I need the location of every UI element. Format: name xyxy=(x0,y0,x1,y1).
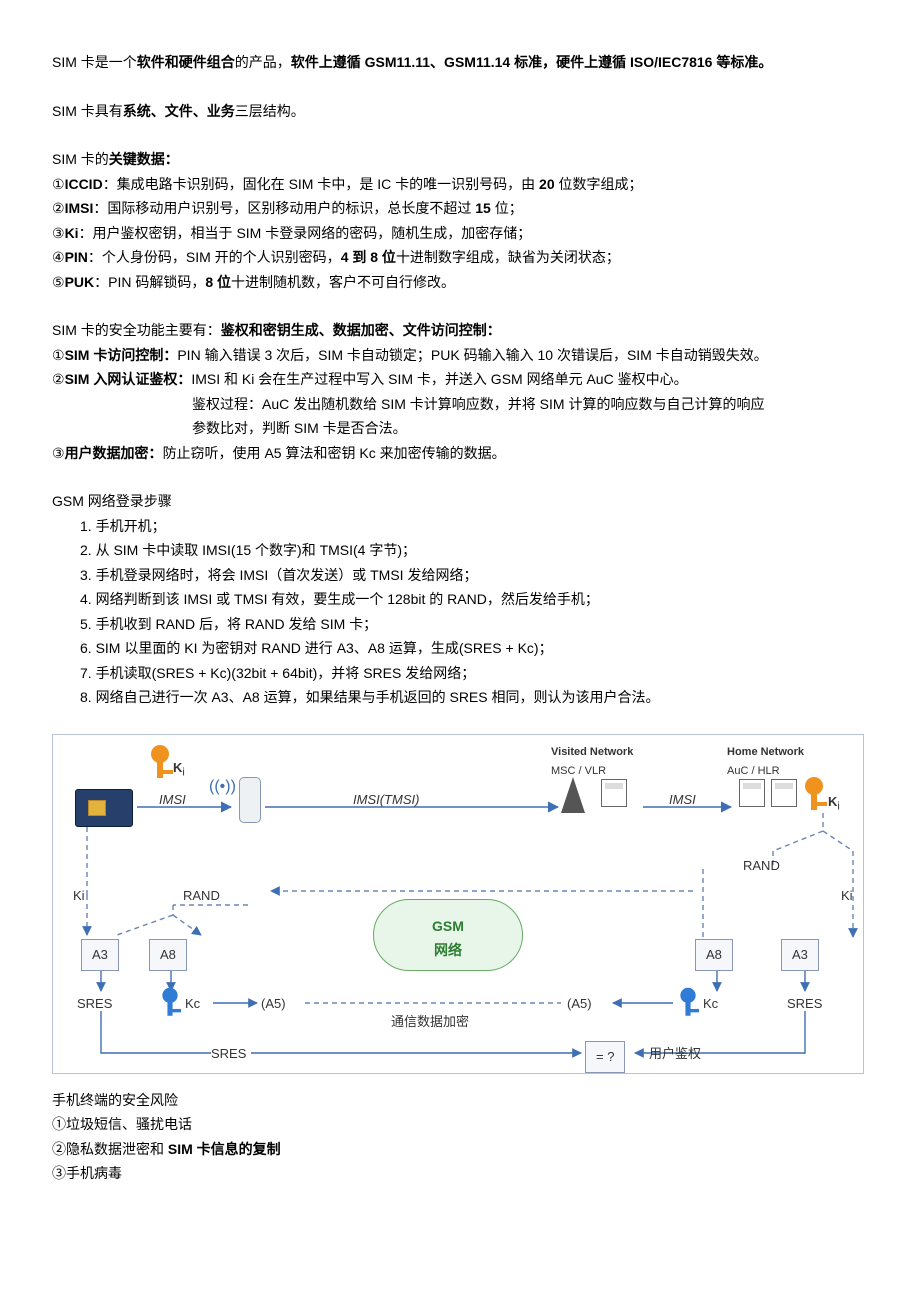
a5-label: (A5) xyxy=(567,993,592,1016)
gsm-step: 3. 手机登录网络时，将会 IMSI（首次发送）或 TMSI 发给网络； xyxy=(80,563,868,588)
text: SIM 卡的 xyxy=(52,151,109,167)
text-bold: 软件上遵循 GSM11.11、GSM11.14 标准，硬件上遵循 ISO/IEC… xyxy=(291,54,773,70)
text-bold: 鉴权和密钥生成、数据加密、文件访问控制： xyxy=(221,322,501,338)
keydata-list: ①ICCID：集成电路卡识别码，固化在 SIM 卡中，是 IC 卡的唯一识别号码… xyxy=(52,172,868,295)
gsm-steps: 1. 手机开机；2. 从 SIM 卡中读取 IMSI(15 个数字)和 TMSI… xyxy=(52,514,868,710)
text-bold: 关键数据： xyxy=(109,151,179,167)
security-section: SIM 卡的安全功能主要有：鉴权和密钥生成、数据加密、文件访问控制： ①SIM … xyxy=(52,318,868,465)
rand-label: RAND xyxy=(183,885,220,908)
eq-box: = ? xyxy=(585,1041,625,1074)
phone-icon xyxy=(239,777,261,823)
text: PIN 输入错误 3 次后，SIM 卡自动锁定；PUK 码输入输入 10 次错误… xyxy=(177,347,767,363)
text-bold: 软件和硬件组合 xyxy=(137,54,235,70)
kc-label: Kc xyxy=(185,993,200,1016)
keydata-item: ②IMSI：国际移动用户识别号，区别移动用户的标识，总长度不超过 15 位； xyxy=(52,196,868,221)
keydata-item: ①ICCID：集成电路卡识别码，固化在 SIM 卡中，是 IC 卡的唯一识别号码… xyxy=(52,172,868,197)
a5-label: (A5) xyxy=(261,993,286,1016)
sres-label: SRES xyxy=(77,993,112,1016)
a3-box: A3 xyxy=(81,939,119,972)
intro-paragraph-2: SIM 卡具有系统、文件、业务三层结构。 xyxy=(52,99,868,124)
a8-box: A8 xyxy=(695,939,733,972)
enum-number: ③ xyxy=(52,445,65,461)
gsm-step: 4. 网络判断到该 IMSI 或 TMSI 有效，要生成一个 128bit 的 … xyxy=(80,587,868,612)
ki-label-right: Ki xyxy=(828,791,840,817)
text: 防止窃听，使用 A5 算法和密钥 Kc 来加密传输的数据。 xyxy=(163,445,506,461)
gsm-step: 2. 从 SIM 卡中读取 IMSI(15 个数字)和 TMSI(4 字节)； xyxy=(80,538,868,563)
encrypt-label: 通信数据加密 xyxy=(391,1011,469,1034)
text: SIM 卡的安全功能主要有： xyxy=(52,322,221,338)
gsm-step: 5. 手机收到 RAND 后，将 RAND 发给 SIM 卡； xyxy=(80,612,868,637)
risk-title: 手机终端的安全风险 xyxy=(52,1088,868,1113)
text: 三层结构。 xyxy=(235,103,305,119)
text-bold: SIM 入网认证鉴权： xyxy=(65,371,192,387)
gsm-title: GSM 网络登录步骤 xyxy=(52,489,868,514)
key-icon xyxy=(161,987,180,1018)
text: SIM 卡具有 xyxy=(52,103,123,119)
gsm-step: 7. 手机读取(SRES + Kc)(32bit + 64bit)，并将 SRE… xyxy=(80,661,868,686)
keydata-item: ③Ki：用户鉴权密钥，相当于 SIM 卡登录网络的密码，随机生成，加密存储； xyxy=(52,221,868,246)
risk-item: ①垃圾短信、骚扰电话 xyxy=(52,1112,868,1137)
sim-card-icon xyxy=(75,789,133,827)
risk-item: ②隐私数据泄密和 SIM 卡信息的复制 xyxy=(52,1137,868,1162)
indented-line: 参数比对，判断 SIM 卡是否合法。 xyxy=(52,416,868,441)
ki-text: Ki xyxy=(841,885,853,908)
key-icon xyxy=(803,777,825,813)
ki-text: Ki xyxy=(73,885,85,908)
imsi-label-right: IMSI xyxy=(669,789,696,812)
indented-line: 鉴权过程：AuC 发出随机数给 SIM 卡计算响应数，并将 SIM 计算的响应数… xyxy=(52,392,868,417)
text-bold: SIM 卡访问控制： xyxy=(65,347,178,363)
text: SIM 卡是一个 xyxy=(52,54,137,70)
enum-number: ② xyxy=(52,371,65,387)
gsm-step: 8. 网络自己进行一次 A3、A8 运算，如果结果与手机返回的 SRES 相同，… xyxy=(80,685,868,710)
a8-box: A8 xyxy=(149,939,187,972)
imsi-label: IMSI xyxy=(159,789,186,812)
imsi-tmsi-label: IMSI(TMSI) xyxy=(353,789,419,812)
rand-label: RAND xyxy=(743,855,780,878)
risk-section: 手机终端的安全风险 ①垃圾短信、骚扰电话 ②隐私数据泄密和 SIM 卡信息的复制… xyxy=(52,1088,868,1186)
sres-label: SRES xyxy=(787,993,822,1016)
risk-item: ③手机病毒 xyxy=(52,1161,868,1186)
server-icon xyxy=(739,779,765,807)
key-icon xyxy=(679,987,698,1018)
gsm-cloud: GSM网络 xyxy=(373,899,523,971)
signal-icon: ((•)) xyxy=(209,773,236,801)
keydata-section: SIM 卡的关键数据： ①ICCID：集成电路卡识别码，固化在 SIM 卡中，是… xyxy=(52,147,868,294)
auth-label: 用户鉴权 xyxy=(649,1043,701,1066)
intro-paragraph-1: SIM 卡是一个软件和硬件组合的产品，软件上遵循 GSM11.11、GSM11.… xyxy=(52,50,868,75)
tower-icon xyxy=(561,777,585,813)
text: IMSI 和 Ki 会在生产过程中写入 SIM 卡，并送入 GSM 网络单元 A… xyxy=(191,371,687,387)
server-icon xyxy=(601,779,627,807)
ki-label: Ki xyxy=(173,757,185,783)
keydata-item: ④PIN：个人身份码，SIM 开的个人识别密码，4 到 8 位十进制数字组成，缺… xyxy=(52,245,868,270)
home-network-title: Home NetworkAuC / HLR xyxy=(727,743,804,782)
gsm-step: 1. 手机开机； xyxy=(80,514,868,539)
sres-bottom: SRES xyxy=(211,1043,246,1066)
key-icon xyxy=(149,745,171,781)
gsm-step: 6. SIM 以里面的 KI 为密钥对 RAND 进行 A3、A8 运算，生成(… xyxy=(80,636,868,661)
kc-label: Kc xyxy=(703,993,718,1016)
text-bold: 系统、文件、业务 xyxy=(123,103,235,119)
server-icon xyxy=(771,779,797,807)
visited-network-title: Visited NetworkMSC / VLR xyxy=(551,743,633,782)
gsm-auth-diagram: Ki ((•)) IMSI IMSI(TMSI) Visited Network… xyxy=(52,734,864,1074)
enum-number: ① xyxy=(52,347,65,363)
text-bold: 用户数据加密： xyxy=(65,445,163,461)
keydata-item: ⑤PUK：PIN 码解锁码，8 位十进制随机数，客户不可自行修改。 xyxy=(52,270,868,295)
a3-box: A3 xyxy=(781,939,819,972)
text: 的产品， xyxy=(235,54,291,70)
gsm-login-section: GSM 网络登录步骤 1. 手机开机；2. 从 SIM 卡中读取 IMSI(15… xyxy=(52,489,868,710)
